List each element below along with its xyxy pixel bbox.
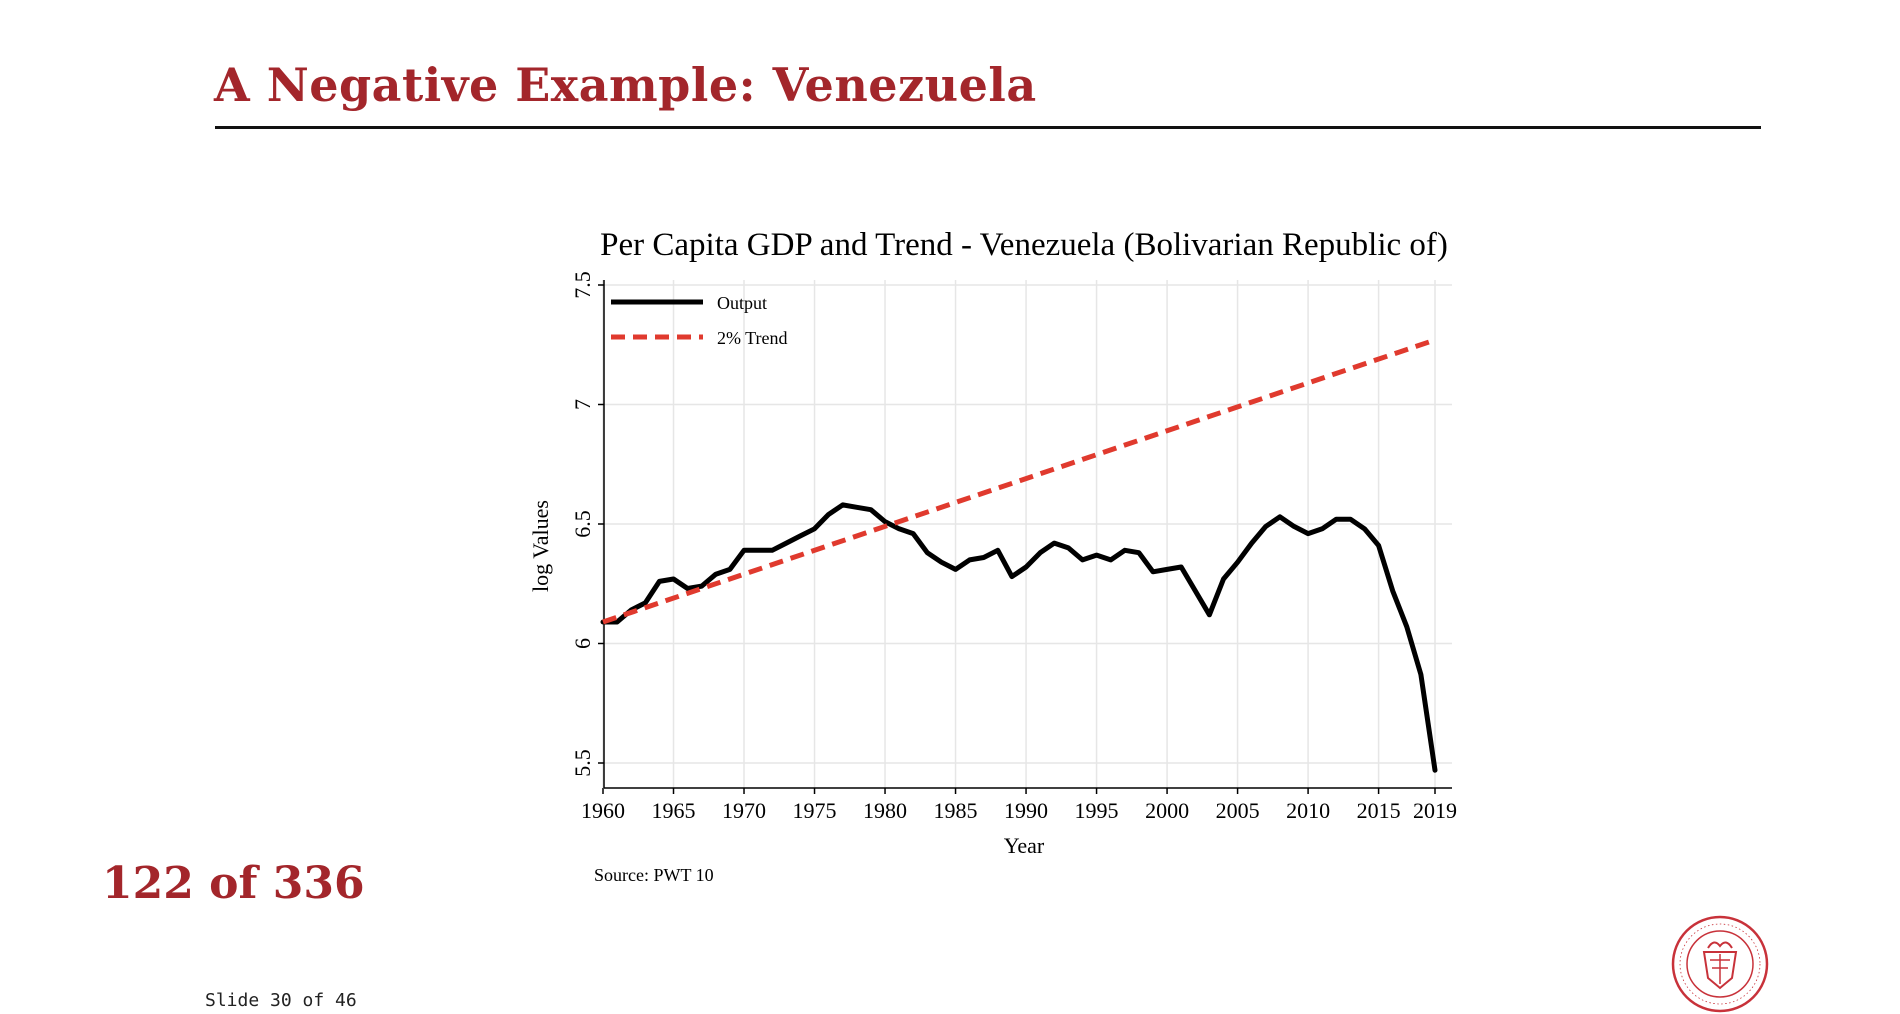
x-axis-label: Year [1004,833,1045,858]
chart-axes [598,280,1452,794]
y-tick-label: 6 [570,638,595,649]
series-lines [600,337,1438,773]
slide-number: Slide 30 of 46 [205,990,357,1011]
title-divider [215,126,1761,129]
x-tick-label: 1975 [793,798,837,823]
x-tick-label: 1965 [652,798,696,823]
y-tick-label: 7 [570,399,595,410]
source-note: Source: PWT 10 [594,865,714,885]
x-tick-label: 1970 [722,798,766,823]
y-tick-label: 7.5 [570,271,595,299]
slide-title: A Negative Example: Venezuela [214,58,1037,112]
legend-output-label: Output [717,293,767,313]
x-tick-label: 2005 [1216,798,1260,823]
x-tick-label: 2015 [1357,798,1401,823]
chart-title: Per Capita GDP and Trend - Venezuela (Bo… [600,227,1448,263]
university-seal-icon [1671,915,1769,1013]
x-tick-label: 1980 [863,798,907,823]
x-tick-label: 1960 [581,798,625,823]
x-tick-label: 2019 [1413,798,1457,823]
y-tick-label: 6.5 [570,510,595,538]
y-axis-label: log Values [528,500,553,592]
x-tick-labels: 1960 1965 1970 1975 1980 1985 1990 1995 2000 2005… [581,798,1457,823]
page-counter: 122 of 336 [102,858,365,909]
trend-series-line [602,337,1436,625]
x-tick-label: 1985 [934,798,978,823]
y-tick-labels: 5.5 6 6.5 7 7.5 [570,271,595,777]
x-tick-label: 2010 [1286,798,1330,823]
x-tick-label: 2000 [1145,798,1189,823]
output-series-line [600,502,1438,773]
y-tick-label: 5.5 [570,749,595,777]
x-tick-label: 1990 [1004,798,1048,823]
chart-grid [602,280,1452,788]
chart-legend: Output 2% Trend [611,293,788,348]
legend-trend-label: 2% Trend [717,328,788,348]
x-tick-label: 1995 [1075,798,1119,823]
